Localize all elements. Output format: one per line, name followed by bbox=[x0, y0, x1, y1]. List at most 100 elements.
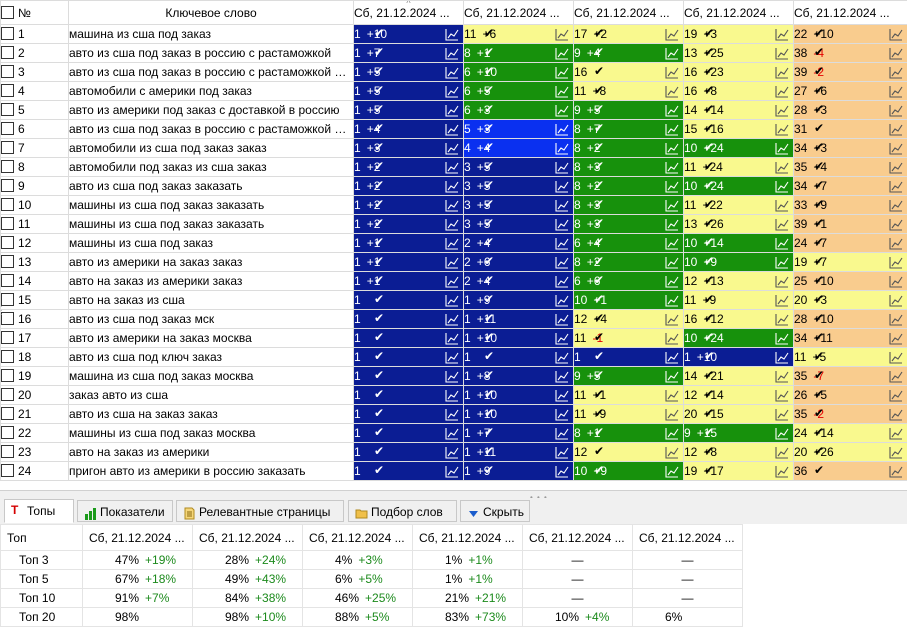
position-cell[interactable]: ✔ 6 +4 bbox=[573, 233, 684, 253]
top-date-column-header[interactable]: Сб, 21.12.2024 ... bbox=[522, 524, 633, 551]
top-date-column-header[interactable]: Сб, 21.12.2024 ... bbox=[82, 524, 193, 551]
position-cell[interactable]: ✔ 28 +10 bbox=[793, 309, 907, 329]
position-chart-icon[interactable] bbox=[445, 218, 459, 231]
position-chart-icon[interactable] bbox=[665, 85, 679, 98]
row-number-cell[interactable]: 21 bbox=[0, 404, 69, 424]
position-cell[interactable]: ✔ 33 +9 bbox=[793, 195, 907, 215]
position-cell[interactable]: ✔ 22 +10 bbox=[793, 24, 907, 44]
position-cell[interactable]: ✔ 10 +9 bbox=[573, 461, 684, 481]
position-cell[interactable]: ✔ 25 +10 bbox=[793, 271, 907, 291]
position-cell[interactable]: ✔ 1 +2 bbox=[353, 195, 464, 215]
keyword-row[interactable]: 15 авто на заказ из сша ✔ 1 ✔ 1 +9 ✔ 10 +1 ✔ 11 +9 ✔ 2… bbox=[0, 290, 907, 310]
row-checkbox[interactable] bbox=[1, 103, 14, 116]
position-chart-icon[interactable] bbox=[445, 180, 459, 193]
position-chart-icon[interactable] bbox=[775, 142, 789, 155]
position-chart-icon[interactable] bbox=[775, 389, 789, 402]
row-number-cell[interactable]: 9 bbox=[0, 176, 69, 196]
position-chart-icon[interactable] bbox=[889, 427, 903, 440]
position-chart-icon[interactable] bbox=[775, 446, 789, 459]
position-cell[interactable]: ✔ 2 +4 bbox=[463, 233, 574, 253]
position-cell[interactable]: ✔ 38 -4 bbox=[793, 43, 907, 63]
position-chart-icon[interactable] bbox=[775, 427, 789, 440]
position-chart-icon[interactable] bbox=[665, 427, 679, 440]
row-number-cell[interactable]: 14 bbox=[0, 271, 69, 291]
position-cell[interactable]: ✔ 3 +5 bbox=[463, 195, 574, 215]
position-chart-icon[interactable] bbox=[889, 313, 903, 326]
keyword-cell[interactable]: авто из америки на заказ заказ bbox=[68, 252, 354, 272]
keyword-row[interactable]: 17 авто из америки на заказ москва ✔ 1 ✔ 1 +10… bbox=[0, 328, 907, 348]
position-chart-icon[interactable] bbox=[555, 370, 569, 383]
top-date-column-header[interactable]: Сб, 21.12.2024 ... bbox=[302, 524, 413, 551]
keyword-row[interactable]: 3 авто из сша под заказ в россию с растам… bbox=[0, 62, 907, 82]
row-number-cell[interactable]: 1 bbox=[0, 24, 69, 44]
position-chart-icon[interactable] bbox=[775, 104, 789, 117]
position-cell[interactable]: ✔ 12 +14 bbox=[683, 385, 794, 405]
top-column-header[interactable]: Топ bbox=[0, 524, 83, 551]
position-cell[interactable]: ✔ 1 +11 bbox=[463, 309, 574, 329]
row-number-cell[interactable]: 10 bbox=[0, 195, 69, 215]
row-number-cell[interactable]: 7 bbox=[0, 138, 69, 158]
top-date-column-header[interactable]: Сб, 21.12.2024 ... bbox=[412, 524, 523, 551]
position-chart-icon[interactable] bbox=[889, 332, 903, 345]
position-chart-icon[interactable] bbox=[889, 256, 903, 269]
position-chart-icon[interactable] bbox=[555, 199, 569, 212]
position-chart-icon[interactable] bbox=[665, 351, 679, 364]
keyword-row[interactable]: 21 авто из сша на заказ заказ ✔ 1 ✔ 1 +10 ✔ 11 +9… bbox=[0, 404, 907, 424]
position-chart-icon[interactable] bbox=[665, 28, 679, 41]
position-chart-icon[interactable] bbox=[665, 446, 679, 459]
position-chart-icon[interactable] bbox=[775, 66, 789, 79]
position-cell[interactable]: ✔ 28 +3 bbox=[793, 100, 907, 120]
keyword-cell[interactable]: машины из сша под заказ заказать bbox=[68, 214, 354, 234]
position-cell[interactable]: ✔ 27 +6 bbox=[793, 81, 907, 101]
position-cell[interactable]: ✔ 1 bbox=[353, 461, 464, 481]
position-cell[interactable]: ✔ 11 +1 bbox=[573, 385, 684, 405]
tab-triangle-down[interactable]: Скрыть bbox=[460, 500, 530, 522]
row-checkbox[interactable] bbox=[1, 46, 14, 59]
position-chart-icon[interactable] bbox=[665, 123, 679, 136]
position-cell[interactable]: ✔ 36 bbox=[793, 461, 907, 481]
position-chart-icon[interactable] bbox=[775, 180, 789, 193]
position-chart-icon[interactable] bbox=[555, 104, 569, 117]
position-cell[interactable]: ✔ 16 +12 bbox=[683, 309, 794, 329]
position-chart-icon[interactable] bbox=[555, 389, 569, 402]
date-column-header[interactable]: ^ Сб, 21.12.2024 ... bbox=[353, 0, 464, 25]
position-chart-icon[interactable] bbox=[889, 47, 903, 60]
position-cell[interactable]: ✔ 8 +3 bbox=[573, 157, 684, 177]
keyword-row[interactable]: 20 заказ авто из сша ✔ 1 ✔ 1 +10 ✔ 11 +1 ✔ 12 +14 ✔ 26… bbox=[0, 385, 907, 405]
position-cell[interactable]: ✔ 8 +3 bbox=[573, 214, 684, 234]
position-chart-icon[interactable] bbox=[445, 427, 459, 440]
row-number-cell[interactable]: 6 bbox=[0, 119, 69, 139]
position-chart-icon[interactable] bbox=[555, 85, 569, 98]
position-cell[interactable]: ✔ 1 +2 bbox=[353, 214, 464, 234]
position-cell[interactable]: ✔ 34 +7 bbox=[793, 176, 907, 196]
position-cell[interactable]: ✔ 1 +10 bbox=[463, 385, 574, 405]
keyword-cell[interactable]: авто из америки под заказ с доставкой в … bbox=[68, 100, 354, 120]
position-chart-icon[interactable] bbox=[445, 123, 459, 136]
keyword-row[interactable]: 10 машины из сша под заказ заказать ✔ 1 +2 ✔ 3… bbox=[0, 195, 907, 215]
position-chart-icon[interactable] bbox=[775, 465, 789, 478]
position-cell[interactable]: ✔ 4 +4 bbox=[463, 138, 574, 158]
keyword-row[interactable]: 13 авто из америки на заказ заказ ✔ 1 +1 ✔ 2 +6… bbox=[0, 252, 907, 272]
position-cell[interactable]: ✔ 11 -1 bbox=[573, 328, 684, 348]
position-cell[interactable]: ✔ 1 +9 bbox=[463, 461, 574, 481]
position-cell[interactable]: ✔ 2 +6 bbox=[463, 252, 574, 272]
position-cell[interactable]: ✔ 9 +15 bbox=[683, 423, 794, 443]
position-cell[interactable]: ✔ 14 +14 bbox=[683, 100, 794, 120]
position-cell[interactable]: ✔ 35 +4 bbox=[793, 157, 907, 177]
keyword-cell[interactable]: машины из сша под заказ заказать bbox=[68, 195, 354, 215]
position-chart-icon[interactable] bbox=[665, 465, 679, 478]
position-chart-icon[interactable] bbox=[665, 256, 679, 269]
keyword-cell[interactable]: заказ авто из сша bbox=[68, 385, 354, 405]
position-chart-icon[interactable] bbox=[445, 104, 459, 117]
position-cell[interactable]: ✔ 10 +24 bbox=[683, 328, 794, 348]
position-chart-icon[interactable] bbox=[889, 104, 903, 117]
position-chart-icon[interactable] bbox=[555, 123, 569, 136]
keyword-row[interactable]: 23 авто на заказ из америки ✔ 1 ✔ 1 +11 ✔ 12 ✔ 12 +… bbox=[0, 442, 907, 462]
position-cell[interactable]: ✔ 1 bbox=[353, 385, 464, 405]
position-cell[interactable]: ✔ 8 +3 bbox=[573, 195, 684, 215]
row-checkbox[interactable] bbox=[1, 426, 14, 439]
position-cell[interactable]: ✔ 20 +3 bbox=[793, 290, 907, 310]
position-cell[interactable]: ✔ 1 bbox=[353, 366, 464, 386]
position-cell[interactable]: ✔ 11 +24 bbox=[683, 157, 794, 177]
keyword-cell[interactable]: авто из сша под заказ заказать bbox=[68, 176, 354, 196]
